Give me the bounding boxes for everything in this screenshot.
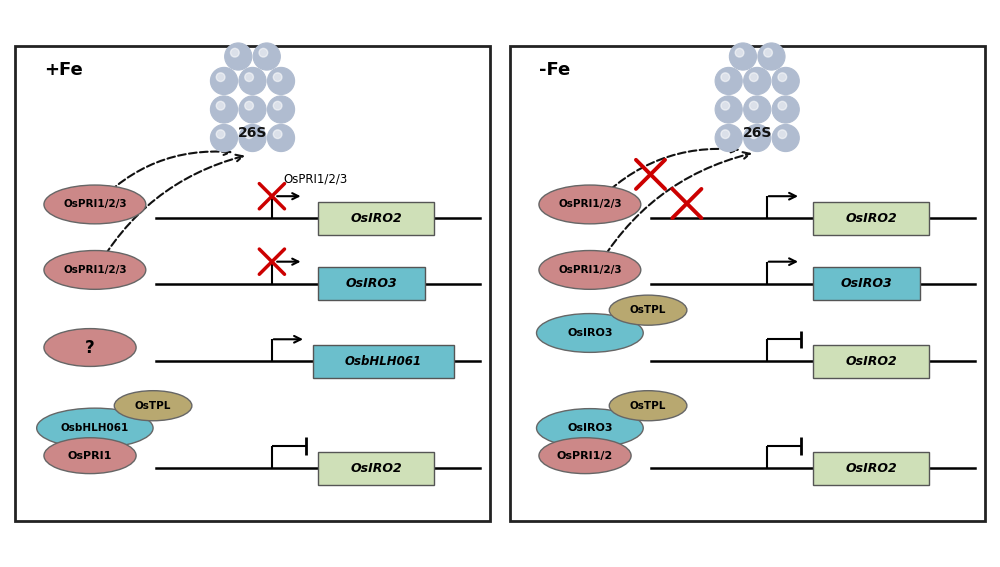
Text: OsbHLH061: OsbHLH061: [61, 423, 129, 433]
Ellipse shape: [609, 391, 687, 421]
Circle shape: [778, 130, 787, 138]
Circle shape: [729, 43, 757, 70]
Circle shape: [259, 48, 268, 57]
Ellipse shape: [539, 185, 641, 224]
Text: OsPRI1/2/3: OsPRI1/2/3: [558, 265, 622, 275]
Circle shape: [210, 96, 238, 123]
Circle shape: [245, 73, 253, 82]
Circle shape: [721, 130, 730, 138]
Circle shape: [273, 101, 282, 110]
Circle shape: [778, 101, 787, 110]
Circle shape: [216, 101, 225, 110]
Ellipse shape: [44, 251, 146, 289]
Circle shape: [210, 124, 238, 151]
Ellipse shape: [539, 251, 641, 289]
Circle shape: [735, 48, 744, 57]
Text: OsTPL: OsTPL: [630, 401, 666, 411]
FancyBboxPatch shape: [318, 452, 434, 485]
Circle shape: [749, 73, 758, 82]
Text: OsIRO2: OsIRO2: [350, 462, 402, 475]
Circle shape: [715, 124, 742, 151]
Text: OsIRO2: OsIRO2: [845, 355, 897, 368]
Circle shape: [225, 43, 252, 70]
Ellipse shape: [609, 295, 687, 325]
Circle shape: [744, 67, 771, 95]
Circle shape: [721, 101, 730, 110]
Text: OsTPL: OsTPL: [135, 401, 171, 411]
Circle shape: [758, 43, 785, 70]
Ellipse shape: [537, 314, 643, 352]
Text: OsIRO3: OsIRO3: [567, 328, 613, 338]
Text: OsIRO2: OsIRO2: [845, 212, 897, 225]
Text: OsbHLH061: OsbHLH061: [345, 355, 422, 368]
Circle shape: [749, 101, 758, 110]
FancyBboxPatch shape: [813, 452, 929, 485]
Circle shape: [772, 96, 799, 123]
Circle shape: [267, 124, 295, 151]
FancyBboxPatch shape: [318, 268, 425, 301]
Text: OsTPL: OsTPL: [630, 305, 666, 315]
Text: OsIRO2: OsIRO2: [350, 212, 402, 225]
Circle shape: [715, 67, 742, 95]
Ellipse shape: [114, 391, 192, 421]
Text: OsIRO3: OsIRO3: [345, 277, 397, 290]
Circle shape: [772, 124, 799, 151]
Text: ?: ?: [85, 338, 95, 357]
Circle shape: [764, 48, 772, 57]
Text: 26S: 26S: [743, 126, 772, 140]
Circle shape: [715, 96, 742, 123]
Circle shape: [267, 96, 295, 123]
Circle shape: [245, 130, 253, 138]
FancyBboxPatch shape: [510, 46, 985, 521]
Circle shape: [245, 101, 253, 110]
Ellipse shape: [44, 438, 136, 473]
Circle shape: [253, 43, 280, 70]
Circle shape: [749, 130, 758, 138]
Ellipse shape: [37, 408, 153, 448]
Text: 26S: 26S: [238, 126, 267, 140]
Circle shape: [239, 96, 266, 123]
Text: +Fe: +Fe: [44, 61, 83, 79]
Circle shape: [744, 124, 771, 151]
Circle shape: [216, 73, 225, 82]
Circle shape: [216, 130, 225, 138]
Circle shape: [239, 67, 266, 95]
FancyBboxPatch shape: [813, 345, 929, 378]
FancyBboxPatch shape: [313, 345, 454, 378]
Ellipse shape: [44, 329, 136, 366]
Text: OsPRI1/2/3: OsPRI1/2/3: [558, 200, 622, 209]
Circle shape: [273, 73, 282, 82]
Circle shape: [273, 130, 282, 138]
Text: OsIRO3: OsIRO3: [567, 423, 613, 433]
Text: OsPRI1/2: OsPRI1/2: [557, 451, 613, 460]
Ellipse shape: [537, 409, 643, 447]
Circle shape: [772, 67, 799, 95]
Text: OsIRO3: OsIRO3: [840, 277, 892, 290]
Ellipse shape: [539, 438, 631, 473]
Text: OsIRO2: OsIRO2: [845, 462, 897, 475]
FancyBboxPatch shape: [318, 202, 434, 235]
Circle shape: [778, 73, 787, 82]
Text: OsPRI1/2/3: OsPRI1/2/3: [63, 200, 127, 209]
FancyBboxPatch shape: [15, 46, 490, 521]
Circle shape: [744, 96, 771, 123]
Circle shape: [267, 67, 295, 95]
FancyBboxPatch shape: [813, 268, 920, 301]
Text: -Fe: -Fe: [539, 61, 570, 79]
Text: OsPRI1/2/3: OsPRI1/2/3: [283, 173, 348, 186]
FancyBboxPatch shape: [813, 202, 929, 235]
Ellipse shape: [44, 185, 146, 224]
Circle shape: [210, 67, 238, 95]
Text: OsPRI1: OsPRI1: [68, 451, 112, 460]
Circle shape: [231, 48, 239, 57]
Circle shape: [721, 73, 730, 82]
Circle shape: [239, 124, 266, 151]
Text: OsPRI1/2/3: OsPRI1/2/3: [63, 265, 127, 275]
